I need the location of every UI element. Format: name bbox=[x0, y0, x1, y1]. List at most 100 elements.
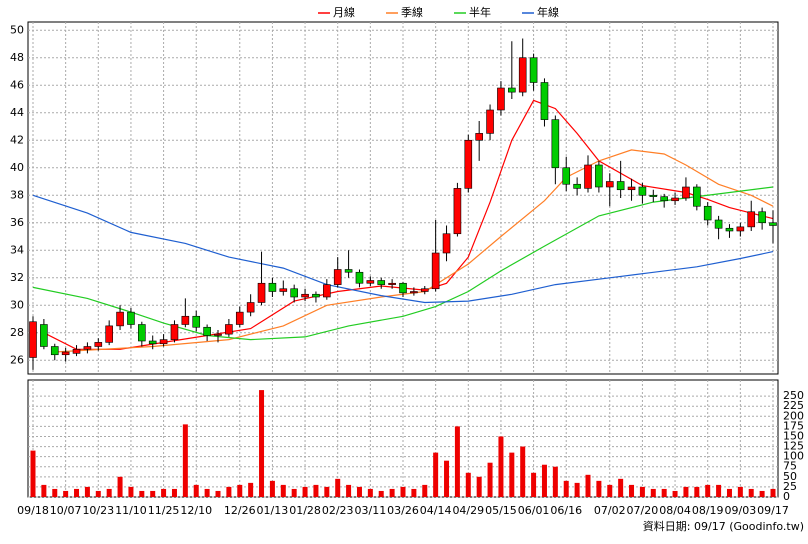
volume-bar bbox=[716, 484, 722, 497]
volume-bar bbox=[563, 480, 569, 497]
candle-body bbox=[464, 139, 473, 189]
candle-body bbox=[693, 186, 701, 207]
volume-bar bbox=[520, 446, 526, 497]
candle-body bbox=[529, 57, 538, 83]
source-note: 資料日期: 09/17 (Goodinfo.tw) bbox=[643, 519, 804, 533]
legend-label: 半年 bbox=[469, 5, 491, 19]
x-tick-label: 01/28 bbox=[289, 504, 321, 517]
candle-body bbox=[769, 222, 777, 226]
y-tick-label: 32 bbox=[10, 271, 24, 284]
candle-body bbox=[366, 280, 375, 284]
volume-bar bbox=[737, 486, 743, 497]
volume-bar bbox=[226, 486, 232, 497]
volume-bar bbox=[313, 484, 319, 497]
candle-body bbox=[508, 87, 516, 93]
volume-bar bbox=[161, 488, 167, 497]
candle-body bbox=[540, 82, 549, 120]
candle-body bbox=[497, 87, 505, 111]
candle-body bbox=[551, 119, 560, 169]
candle-body bbox=[61, 351, 70, 356]
candle-body bbox=[301, 293, 309, 298]
candle-body bbox=[94, 342, 103, 347]
y-tick-label: 36 bbox=[10, 216, 24, 229]
candle-body bbox=[181, 315, 190, 325]
volume-bar bbox=[63, 490, 69, 497]
y2-tick-label: 150 bbox=[783, 429, 804, 442]
candle-body bbox=[138, 324, 146, 342]
candle-body bbox=[399, 282, 407, 294]
y-tick-label: 26 bbox=[10, 353, 24, 366]
y-tick-label: 48 bbox=[10, 51, 24, 64]
volume-bar bbox=[541, 464, 547, 497]
volume-bar bbox=[367, 488, 373, 497]
volume-bar bbox=[106, 488, 112, 497]
volume-bar bbox=[574, 482, 580, 497]
volume-bar bbox=[672, 490, 678, 497]
volume-bar bbox=[335, 478, 341, 497]
x-tick-label: 03/11 bbox=[355, 504, 387, 517]
x-tick-label: 10/23 bbox=[82, 504, 114, 517]
candle-body bbox=[170, 324, 179, 340]
volume-bar bbox=[629, 484, 635, 497]
x-tick-label: 08/19 bbox=[692, 504, 724, 517]
x-tick-label: 09/03 bbox=[725, 504, 757, 517]
volume-bar bbox=[259, 390, 265, 497]
legend-label: 月線 bbox=[333, 5, 355, 19]
candle-body bbox=[562, 167, 571, 185]
x-tick-label: 07/20 bbox=[627, 504, 659, 517]
y2-tick-label: 250 bbox=[783, 389, 804, 402]
volume-bar bbox=[182, 424, 188, 497]
x-tick-label: 09/17 bbox=[757, 504, 789, 517]
volume-bar bbox=[433, 452, 439, 497]
candle-body bbox=[355, 271, 364, 284]
x-tick-label: 06/16 bbox=[550, 504, 582, 517]
y-tick-label: 30 bbox=[10, 298, 24, 311]
candle-body bbox=[192, 315, 201, 328]
y-tick-label: 40 bbox=[10, 161, 24, 174]
volume-bar bbox=[30, 450, 36, 497]
volume-bar bbox=[411, 488, 417, 497]
volume-bar bbox=[204, 488, 210, 497]
y-tick-label: 28 bbox=[10, 326, 24, 339]
candle-body bbox=[758, 211, 766, 224]
volume-bar bbox=[531, 472, 537, 497]
volume-bar bbox=[269, 480, 275, 497]
y2-tick-label: 200 bbox=[783, 409, 804, 422]
volume-bar bbox=[639, 486, 645, 497]
ma-line bbox=[32, 194, 774, 304]
candle-body bbox=[442, 233, 451, 254]
candle-body bbox=[127, 311, 135, 325]
y-tick-label: 34 bbox=[10, 243, 24, 256]
candle-body bbox=[257, 282, 266, 303]
y2-tick-label: 0 bbox=[783, 490, 790, 503]
candle-body bbox=[486, 109, 494, 134]
volume-bar bbox=[117, 476, 123, 497]
volume-bar bbox=[193, 484, 199, 497]
volume-bar bbox=[552, 466, 558, 497]
candle-body bbox=[312, 293, 320, 298]
candle-body bbox=[323, 284, 331, 298]
volume-bar bbox=[661, 488, 667, 497]
volume-bar bbox=[215, 490, 221, 497]
x-tick-label: 11/25 bbox=[148, 504, 180, 517]
candle-body bbox=[671, 197, 679, 202]
volume-bar bbox=[378, 490, 384, 497]
volume-bar bbox=[346, 484, 352, 497]
x-tick-label: 08/04 bbox=[659, 504, 691, 517]
legend-label: 季線 bbox=[401, 5, 423, 19]
x-tick-label: 09/18 bbox=[17, 504, 49, 517]
candle-body bbox=[388, 282, 396, 285]
candle-body bbox=[605, 181, 614, 188]
x-tick-label: 05/15 bbox=[485, 504, 517, 517]
candle-body bbox=[279, 288, 288, 292]
candle-body bbox=[50, 346, 59, 356]
volume-bar bbox=[324, 486, 330, 497]
candle-body bbox=[616, 181, 625, 191]
candle-body bbox=[638, 186, 647, 196]
candle-body bbox=[159, 339, 168, 345]
volume-bar bbox=[128, 486, 134, 497]
volume-bar bbox=[618, 478, 624, 497]
candle-body bbox=[725, 227, 734, 232]
volume-bar bbox=[422, 484, 428, 497]
